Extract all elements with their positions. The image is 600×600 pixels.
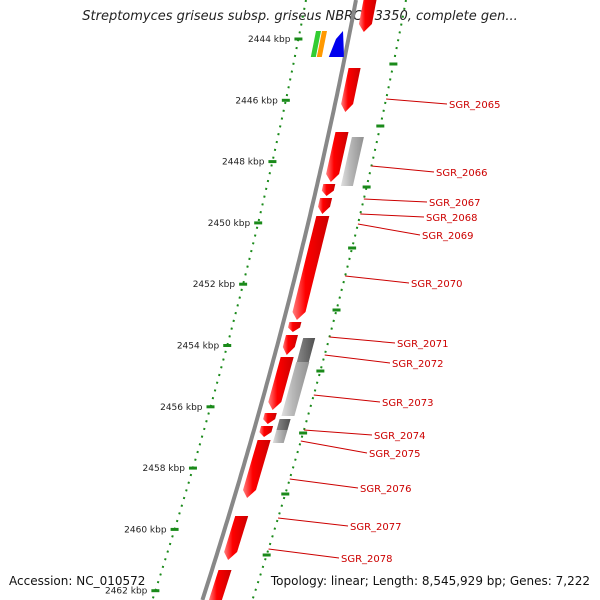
- chromosome-backbone: [200, 0, 358, 600]
- feature-blue: [328, 31, 344, 57]
- tick-label: 2454 kbp: [177, 342, 220, 352]
- label-leader: [360, 213, 425, 218]
- label-leader: [303, 429, 373, 436]
- axis-ticks: 2444 kbp 2446 kbp 2448 kbp 2450 kbp 2452 kbp…: [105, 35, 398, 597]
- tick-label: 2460 kbp: [124, 525, 167, 535]
- label-leader: [357, 223, 421, 236]
- gene-arrow: [243, 440, 271, 498]
- gene-label: SGR_2069: [422, 231, 474, 242]
- tick-label: 2452 kbp: [193, 280, 236, 290]
- tick-label: 2448 kbp: [222, 158, 265, 168]
- tick-label: 2446 kbp: [235, 96, 278, 106]
- gene-grey: [340, 137, 364, 186]
- gene-arrow: [341, 68, 361, 112]
- gene-label: SGR_2067: [429, 198, 481, 209]
- gene-label: SGR_2072: [392, 359, 444, 370]
- label-leader: [363, 198, 428, 203]
- track-layer: [151, 0, 407, 600]
- gene-arrow: [259, 426, 274, 437]
- accession-text: Accession: NC_010572: [9, 574, 146, 588]
- label-leader: [371, 165, 435, 173]
- gene-label: SGR_2075: [369, 449, 421, 460]
- label-leader: [278, 517, 349, 527]
- gene-label: SGR_2077: [350, 522, 402, 533]
- topology-text: Topology: linear; Length: 8,545,929 bp; …: [270, 574, 590, 588]
- gene-arrow: [288, 322, 302, 332]
- gene-label: SGR_2074: [374, 431, 426, 442]
- gene-arrow: [224, 516, 249, 560]
- gene-label: SGR_2070: [411, 279, 463, 290]
- gene-label: SGR_2066: [436, 168, 488, 179]
- tick-label: 2462 kbp: [105, 587, 148, 597]
- label-leader: [386, 98, 448, 105]
- label-leader: [289, 478, 359, 489]
- tick-label: 2450 kbp: [208, 219, 251, 229]
- gene-grey: [281, 362, 310, 416]
- label-leader: [345, 275, 410, 284]
- tick-label: 2444 kbp: [248, 35, 291, 45]
- gene-arrow: [208, 570, 232, 600]
- gene-label: SGR_2073: [382, 398, 434, 409]
- chromosome-line: [200, 0, 358, 600]
- tick-label: 2458 kbp: [143, 464, 186, 474]
- label-leader: [313, 394, 381, 403]
- right-dotted-track: [251, 0, 407, 600]
- gene-arrow: [292, 216, 330, 320]
- gene-dark: [276, 419, 291, 430]
- gene-dark: [296, 338, 316, 362]
- gene-label: SGR_2068: [426, 213, 478, 224]
- gene-label: SGR_2071: [397, 339, 449, 350]
- gene-label: SGR_2076: [360, 484, 412, 495]
- label-leader: [324, 354, 391, 364]
- map-title: Streptomyces griseus subsp. griseus NBRC…: [82, 9, 518, 24]
- gene-arrow: [318, 198, 333, 214]
- gene-grey: [272, 430, 288, 443]
- gene-label: SGR_2078: [341, 554, 393, 565]
- gene-layer: [208, 0, 377, 600]
- feature-orange: [316, 31, 328, 57]
- label-leader: [268, 548, 340, 559]
- gene-arrow: [282, 335, 298, 355]
- label-leader: [300, 440, 368, 454]
- gene-labels: SGR_2065 SGR_2066 SGR_2067 SGR_2068 SGR_2069…: [268, 98, 501, 565]
- gene-arrow: [326, 132, 349, 182]
- gene-arrow: [321, 184, 336, 196]
- gene-arrow: [268, 357, 294, 410]
- gene-arrow: [263, 413, 277, 424]
- gene-arrow: [358, 0, 377, 32]
- label-leader: [329, 336, 396, 344]
- feature-green: [310, 31, 322, 57]
- tick-label: 2456 kbp: [160, 403, 203, 413]
- gene-label: SGR_2065: [449, 100, 501, 111]
